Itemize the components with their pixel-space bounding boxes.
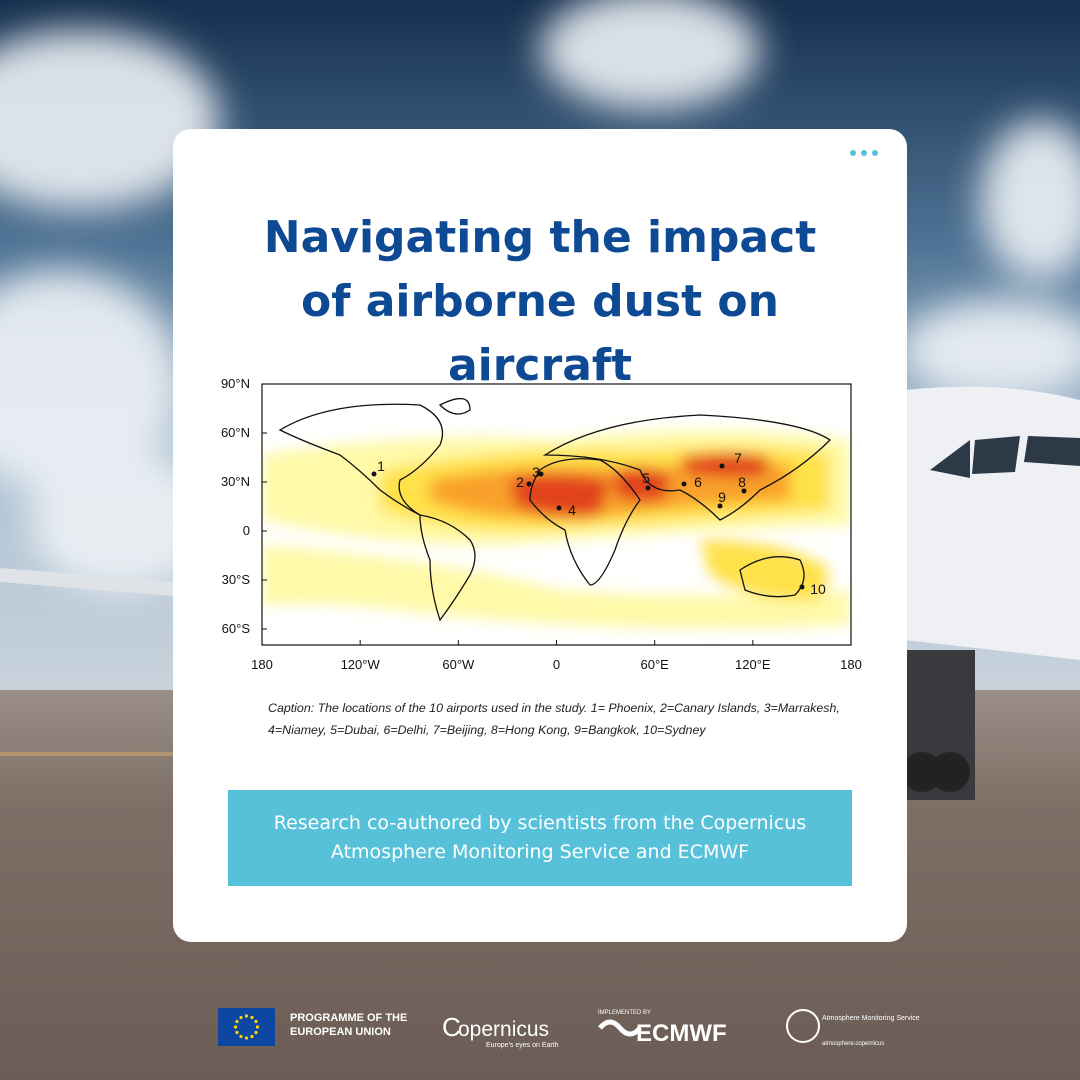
airport-label: 5 <box>642 470 650 486</box>
airport-dot <box>799 584 805 590</box>
airport-label: 7 <box>734 450 742 466</box>
eu-star <box>255 1025 260 1029</box>
copernicus-logo: opernicus <box>458 1018 549 1041</box>
dust-field <box>262 384 851 645</box>
lon-label: 60°E <box>640 657 669 672</box>
airport-label: 6 <box>694 474 702 490</box>
airport-label: 4 <box>568 502 576 518</box>
eu-star <box>239 1034 243 1039</box>
lon-label: 180 <box>840 657 862 672</box>
copernicus-tagline: Europe's eyes on Earth <box>486 1042 559 1049</box>
airport-label: 2 <box>516 474 524 490</box>
airport-dot <box>741 488 747 494</box>
lat-label: 30°N <box>221 474 250 489</box>
eu-programme: PROGRAMME OF THE EUROPEAN UNION <box>290 1012 407 1038</box>
airport-dot <box>645 485 651 491</box>
lat-label: 90°N <box>221 376 250 391</box>
airport-dot <box>526 481 532 487</box>
airport-label: 9 <box>718 489 726 505</box>
eu-star <box>254 1019 258 1024</box>
lon-label: 60°W <box>442 657 475 672</box>
airport-label: 3 <box>532 464 540 480</box>
eu-star <box>250 1034 254 1039</box>
airport-dot <box>717 503 723 509</box>
ecmwf-logo: ECMWF <box>636 1020 727 1047</box>
eu-star <box>250 1015 254 1020</box>
map-caption: Caption: The locations of the 10 airport… <box>268 701 840 737</box>
implemented-by: IMPLEMENTED BY <box>598 1010 651 1016</box>
airport-label: 10 <box>810 581 826 597</box>
airport-dot <box>371 471 377 477</box>
banner: Research co-authored by scientists from … <box>228 790 852 886</box>
eu-star <box>239 1015 243 1020</box>
svg-text:C: C <box>442 1012 461 1042</box>
eu-star <box>233 1025 238 1029</box>
eu-star <box>235 1019 239 1024</box>
cams-url: atmosphere.copernicus <box>822 1041 884 1047</box>
lat-label: 0 <box>243 523 250 538</box>
lon-label: 120°E <box>735 657 771 672</box>
lon-label: 120°W <box>341 657 381 672</box>
airport-dot <box>719 463 725 469</box>
lat-label: 60°N <box>221 425 250 440</box>
title: Navigating the impact of airborne dust o… <box>263 212 817 391</box>
eu-star <box>254 1030 258 1035</box>
cams-logo: Atmosphere Monitoring Service <box>822 1015 920 1022</box>
lon-label: 180 <box>251 657 273 672</box>
airport-label: 8 <box>738 474 746 490</box>
airport-dot <box>556 505 562 511</box>
lat-label: 60°S <box>222 621 251 636</box>
eu-star <box>244 1036 249 1040</box>
lat-label: 30°S <box>222 572 251 587</box>
airport-label: 1 <box>377 458 385 474</box>
lon-label: 0 <box>553 657 560 672</box>
eu-star <box>235 1030 239 1035</box>
airport-dot <box>538 471 544 477</box>
footer-logos: PROGRAMME OF THE EUROPEAN UNION C opernic… <box>218 1008 920 1049</box>
airport-dot <box>681 481 687 487</box>
eu-star <box>244 1014 249 1018</box>
